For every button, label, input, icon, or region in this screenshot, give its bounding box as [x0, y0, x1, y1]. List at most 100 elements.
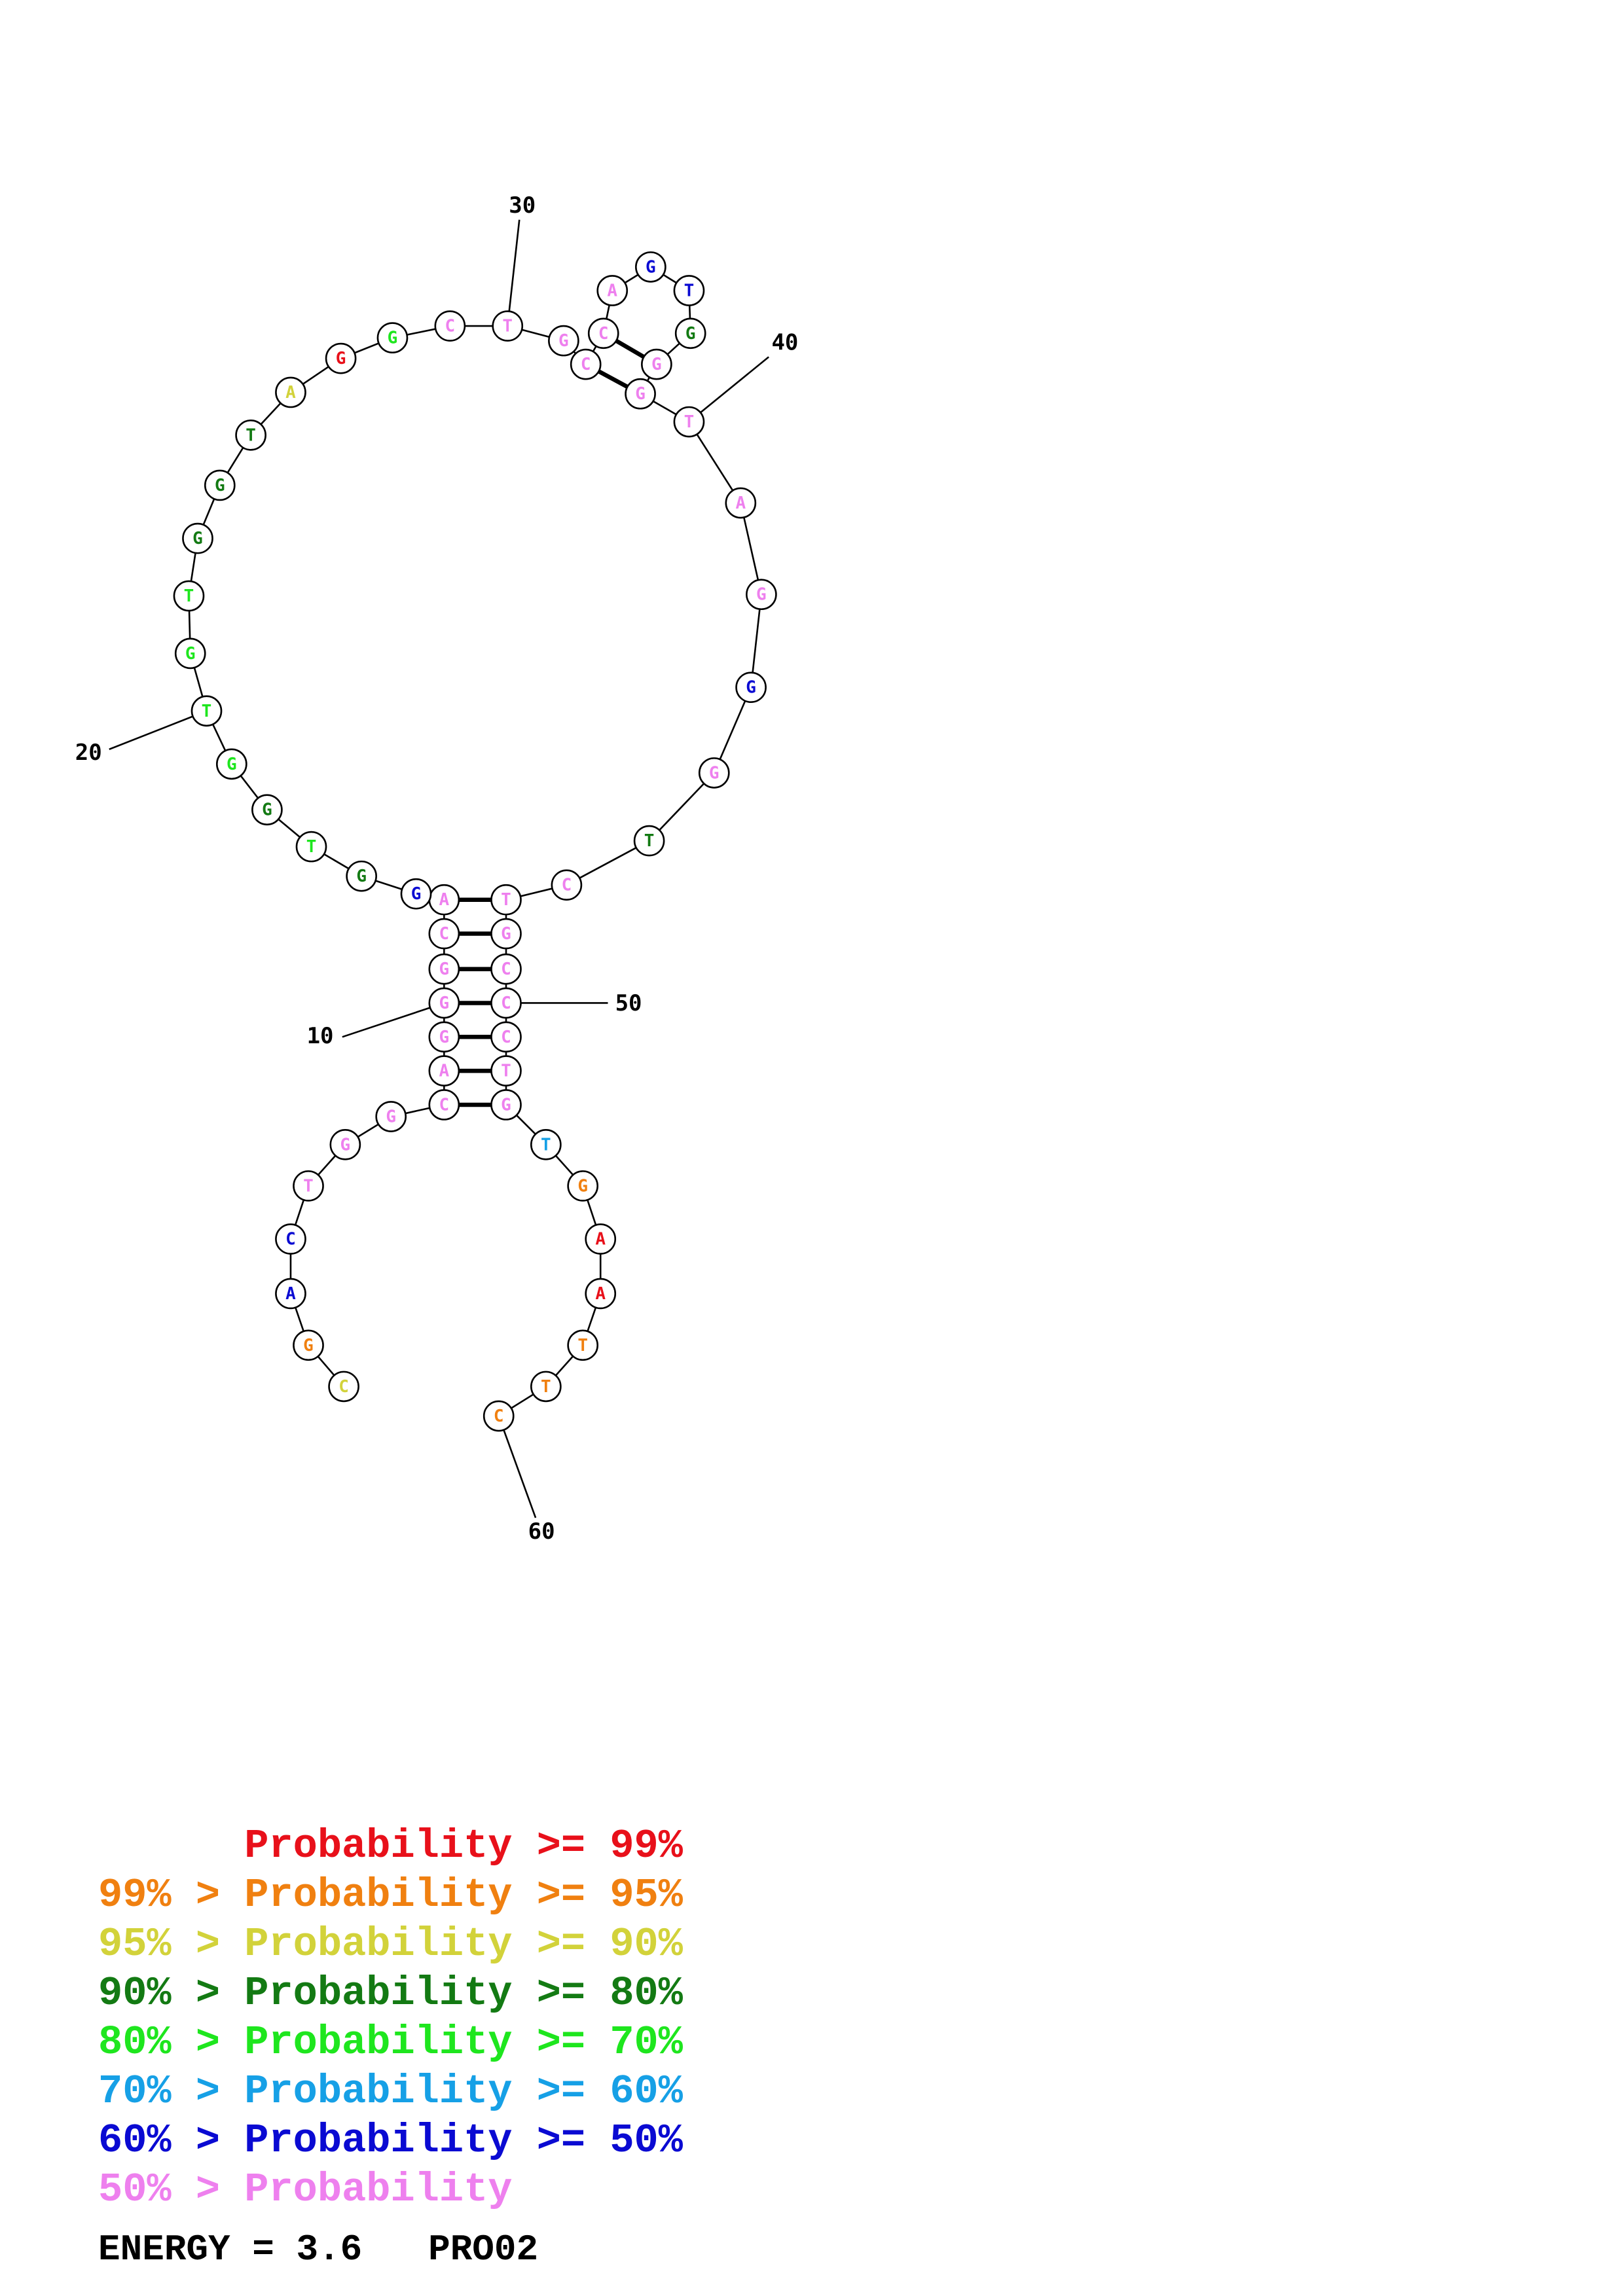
- nucleotide-circle: [674, 317, 706, 350]
- nucleotide-circle: [328, 1371, 359, 1403]
- nucleotide-base: T: [684, 281, 695, 300]
- nucleotide-circle: [735, 672, 767, 704]
- nucleotide-base: G: [439, 1028, 450, 1047]
- nucleotide-circle: [434, 310, 466, 342]
- backbone: [188, 266, 763, 1417]
- nucleotide-15: G: [400, 878, 432, 910]
- nucleotide-circle: [567, 1329, 599, 1361]
- nucleotide-circle: [490, 987, 522, 1019]
- nucleotide-6: G: [329, 1128, 361, 1160]
- nucleotide-circle: [173, 580, 205, 612]
- position-tick: [498, 1416, 537, 1518]
- nucleotide-base: A: [735, 493, 746, 513]
- nucleotide-circle: [428, 1021, 460, 1053]
- nucleotide-circle: [548, 325, 579, 357]
- nucleotide-46: C: [551, 869, 583, 901]
- energy-footer: ENERGY = 3.6 PRO02: [98, 2229, 539, 2270]
- nucleotide-14: A: [428, 884, 460, 916]
- nucleotide-base: G: [192, 529, 203, 548]
- nucleotide-25: T: [235, 419, 266, 451]
- backbone-segment: [566, 840, 650, 886]
- nucleotide-base: C: [439, 1095, 450, 1115]
- nucleotide-11: G: [428, 987, 460, 1019]
- nucleotide-circle: [428, 1089, 460, 1121]
- nucleotide-31: G: [548, 325, 579, 357]
- nucleotide-44: G: [698, 757, 730, 789]
- nucleotide-53: G: [490, 1089, 522, 1121]
- nucleotide-base: T: [684, 412, 695, 432]
- nucleotide-circle: [275, 376, 306, 408]
- nucleotide-base: T: [184, 586, 194, 606]
- nucleotide-circle: [490, 918, 522, 950]
- position-label: 20: [75, 740, 102, 766]
- position-tick: [342, 1002, 445, 1038]
- nucleotide-8: C: [428, 1089, 460, 1121]
- nucleotide-41: A: [725, 487, 757, 519]
- position-label: 50: [615, 990, 642, 1016]
- nucleotide-base: A: [607, 281, 617, 300]
- nucleotide-57: A: [585, 1278, 617, 1310]
- nucleotide-base: G: [356, 867, 367, 886]
- nucleotide-base: G: [746, 678, 756, 698]
- nucleotide-base: A: [285, 1284, 296, 1304]
- nucleotide-3: A: [275, 1278, 306, 1310]
- nucleotide-7: G: [375, 1101, 407, 1132]
- nucleotide-circle: [329, 1128, 361, 1160]
- nucleotide-base: G: [227, 755, 237, 774]
- nucleotide-circle: [428, 953, 460, 985]
- nucleotide-base: C: [501, 1028, 511, 1047]
- nucleotide-circle: [293, 1329, 324, 1361]
- legend-line: 99% > Probability >= 95%: [98, 1872, 683, 1918]
- nucleotide-38: G: [641, 348, 672, 380]
- nucleotide-base: G: [411, 884, 422, 904]
- backbone-segment: [648, 772, 715, 842]
- nucleotide-circle: [295, 831, 327, 863]
- nucleotide-circle: [400, 878, 432, 910]
- nucleotide-circle: [673, 406, 705, 438]
- nucleotide-base: C: [562, 876, 572, 895]
- nucleotide-17: T: [295, 831, 327, 863]
- nucleotide-27: G: [325, 342, 357, 374]
- position-label: 30: [509, 192, 536, 219]
- nucleotide-circle: [215, 748, 247, 780]
- nucleotide-circle: [325, 342, 357, 374]
- nucleotide-base: C: [285, 1230, 296, 1249]
- position-label: 10: [307, 1023, 334, 1049]
- nucleotide-circle: [530, 1128, 562, 1160]
- legend-line: 80% > Probability >= 70%: [98, 2019, 683, 2066]
- position-tick: [109, 710, 207, 751]
- nucleotide-9: A: [428, 1055, 460, 1086]
- nucleotide-47: T: [490, 884, 522, 916]
- nucleotide-42: G: [746, 579, 777, 611]
- nucleotide-circle: [725, 487, 757, 519]
- nucleotide-circle: [570, 348, 602, 380]
- nucleotide-circle: [585, 1278, 617, 1310]
- backbone-segment: [740, 503, 763, 595]
- nucleotide-base: A: [285, 383, 296, 403]
- nucleotide-circle: [275, 1223, 306, 1255]
- nucleotide-circle: [204, 469, 236, 501]
- nucleotide-base: G: [340, 1135, 351, 1155]
- nucleotide-22: T: [173, 580, 205, 612]
- nucleotide-base: G: [646, 257, 656, 277]
- nucleotide-base: G: [558, 331, 569, 351]
- nucleotide-base: G: [756, 585, 767, 605]
- nucleotide-58: T: [567, 1329, 599, 1361]
- nucleotide-28: G: [376, 322, 409, 353]
- nucleotide-base: T: [202, 702, 212, 721]
- nucleotide-base: A: [439, 1062, 450, 1081]
- nucleotide-base: A: [595, 1284, 606, 1304]
- nucleotide-base: G: [709, 763, 720, 783]
- nucleotide-base: G: [651, 355, 662, 374]
- nucleotide-56: A: [585, 1223, 617, 1255]
- position-tick: [688, 356, 769, 423]
- nucleotide-circle: [191, 695, 223, 727]
- nucleotide-circle: [746, 579, 777, 611]
- nucleotide-circle: [293, 1170, 324, 1202]
- nucleotide-circle: [275, 1278, 306, 1310]
- nucleotide-circle: [490, 953, 522, 985]
- nucleotide-circle: [587, 317, 619, 350]
- nucleotide-base: G: [215, 476, 225, 495]
- nucleotide-base: G: [577, 1176, 588, 1196]
